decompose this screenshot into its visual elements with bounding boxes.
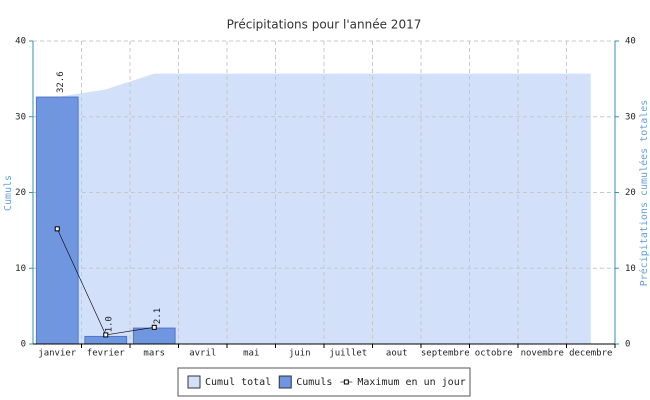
x-tick-label: decembre <box>569 349 612 359</box>
bar <box>35 96 79 345</box>
y-tick-label: 0 <box>21 340 26 350</box>
y2-tick-label: 0 <box>625 340 630 350</box>
y-tick-label: 30 <box>15 112 26 122</box>
x-tick-label: juillet <box>329 349 367 359</box>
bar <box>84 335 128 345</box>
legend-swatch <box>278 375 292 389</box>
line-marker <box>103 332 109 338</box>
y-tick-label: 10 <box>15 264 26 274</box>
x-tick-label: juin <box>289 349 311 359</box>
line-marker <box>151 324 157 330</box>
y2-axis-title: Précipitations cumulées totales <box>638 100 650 287</box>
legend-box <box>177 367 471 397</box>
chart-title: Précipitations pour l'année 2017 <box>227 18 422 32</box>
x-tick-label: septembre <box>421 349 470 359</box>
data-label: 32.6 <box>56 71 66 93</box>
x-tick-label: mars <box>143 349 165 359</box>
legend-label: Cumuls <box>296 377 332 388</box>
area <box>57 73 591 344</box>
x-tick-label: avril <box>189 349 216 359</box>
y2-tick-label: 10 <box>625 264 636 274</box>
y2-tick-label: 40 <box>625 37 636 47</box>
bar <box>132 327 176 345</box>
data-label: 1.0 <box>104 316 114 332</box>
legend-label: Cumul total <box>205 377 271 388</box>
y2-tick-label: 30 <box>625 112 636 122</box>
x-tick-label: aout <box>386 349 408 359</box>
x-tick-label: mai <box>243 349 259 359</box>
y2-tick-label: 20 <box>625 188 636 198</box>
legend: Cumul total Cumuls Maximum en un jour <box>187 375 466 389</box>
data-label: 2.1 <box>153 308 163 324</box>
legend-swatch <box>187 375 201 389</box>
x-tick-label: janvier <box>38 349 77 359</box>
x-tick-label: octobre <box>475 349 513 359</box>
legend-label: Maximum en un jour <box>357 377 465 388</box>
y-tick-label: 40 <box>15 37 26 47</box>
y-axis-title: Cumuls <box>3 175 14 211</box>
y-tick-label: 20 <box>15 188 26 198</box>
line-marker <box>54 226 60 232</box>
x-tick-label: fevrier <box>87 349 126 359</box>
x-tick-label: novembre <box>521 349 564 359</box>
legend-swatch-marker <box>343 379 349 385</box>
